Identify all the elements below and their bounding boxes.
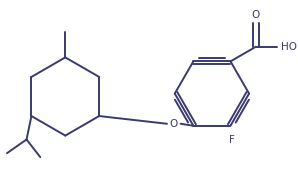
Text: F: F — [229, 136, 235, 146]
Text: O: O — [170, 119, 178, 129]
Text: HO: HO — [281, 42, 297, 52]
Text: O: O — [252, 10, 260, 20]
